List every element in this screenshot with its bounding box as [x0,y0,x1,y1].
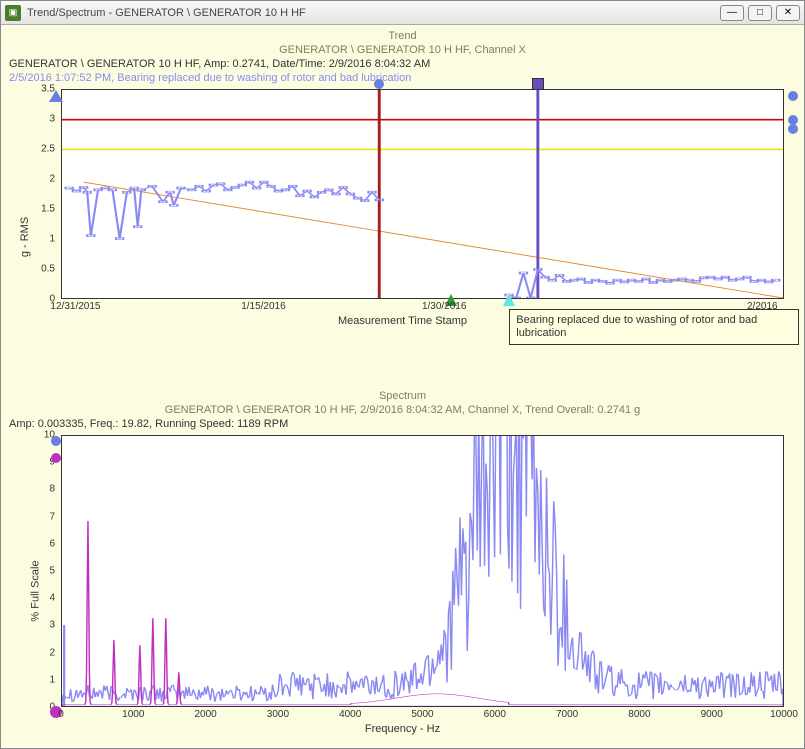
spectrum-header: Spectrum GENERATOR \ GENERATOR 10 H HF, … [3,387,802,433]
spectrum-yticks: 012345678910 [3,435,59,707]
marker-triangle-blue-icon[interactable] [49,90,63,102]
spectrum-marker-circle-icon[interactable] [51,453,61,463]
trend-tooltip: Bearing replaced due to washing of rotor… [509,309,799,345]
app-window: ▣ Trend/Spectrum - GENERATOR \ GENERATOR… [0,0,805,749]
titlebar[interactable]: ▣ Trend/Spectrum - GENERATOR \ GENERATOR… [1,1,804,25]
spectrum-plot[interactable] [61,435,784,707]
trend-plot[interactable] [61,89,784,299]
window-controls: — □ ✕ [720,5,800,21]
trend-title: Trend [3,29,802,43]
spectrum-info-line: Amp: 0.003335, Freq.: 19.82, Running Spe… [3,417,802,431]
content-area: Trend GENERATOR \ GENERATOR 10 H HF, Cha… [1,25,804,748]
trend-header: Trend GENERATOR \ GENERATOR 10 H HF, Cha… [3,27,802,87]
marker-circle-icon[interactable] [788,91,798,101]
trend-event-line: 2/5/2016 1:07:52 PM, Bearing replaced du… [3,71,802,85]
trend-info-line: GENERATOR \ GENERATOR 10 H HF, Amp: 0.27… [3,57,802,71]
close-button[interactable]: ✕ [776,5,800,21]
spectrum-xlabel: Frequency - Hz [3,721,802,735]
spectrum-subtitle: GENERATOR \ GENERATOR 10 H HF, 2/9/2016 … [3,403,802,417]
minimize-button[interactable]: — [720,5,744,21]
maximize-button[interactable]: □ [748,5,772,21]
spectrum-plot-wrap: % Full Scale 012345678910 01000200030004… [3,435,802,746]
spectrum-title: Spectrum [3,389,802,403]
trend-panel: Trend GENERATOR \ GENERATOR 10 H HF, Cha… [3,27,802,385]
window-title: Trend/Spectrum - GENERATOR \ GENERATOR 1… [27,7,720,19]
spectrum-xticks: 0100020003000400050006000700080009000100… [61,707,784,721]
app-icon: ▣ [5,5,21,21]
trend-yticks: 00.511.522.533.5 [3,89,59,299]
trend-subtitle: GENERATOR \ GENERATOR 10 H HF, Channel X [3,43,802,57]
spectrum-marker-circle-icon[interactable] [51,436,61,446]
cursor-square-icon[interactable] [532,78,544,90]
cursor-circle-icon[interactable] [374,79,384,89]
spectrum-panel: Spectrum GENERATOR \ GENERATOR 10 H HF, … [3,387,802,746]
marker-circle-icon[interactable] [788,124,798,134]
